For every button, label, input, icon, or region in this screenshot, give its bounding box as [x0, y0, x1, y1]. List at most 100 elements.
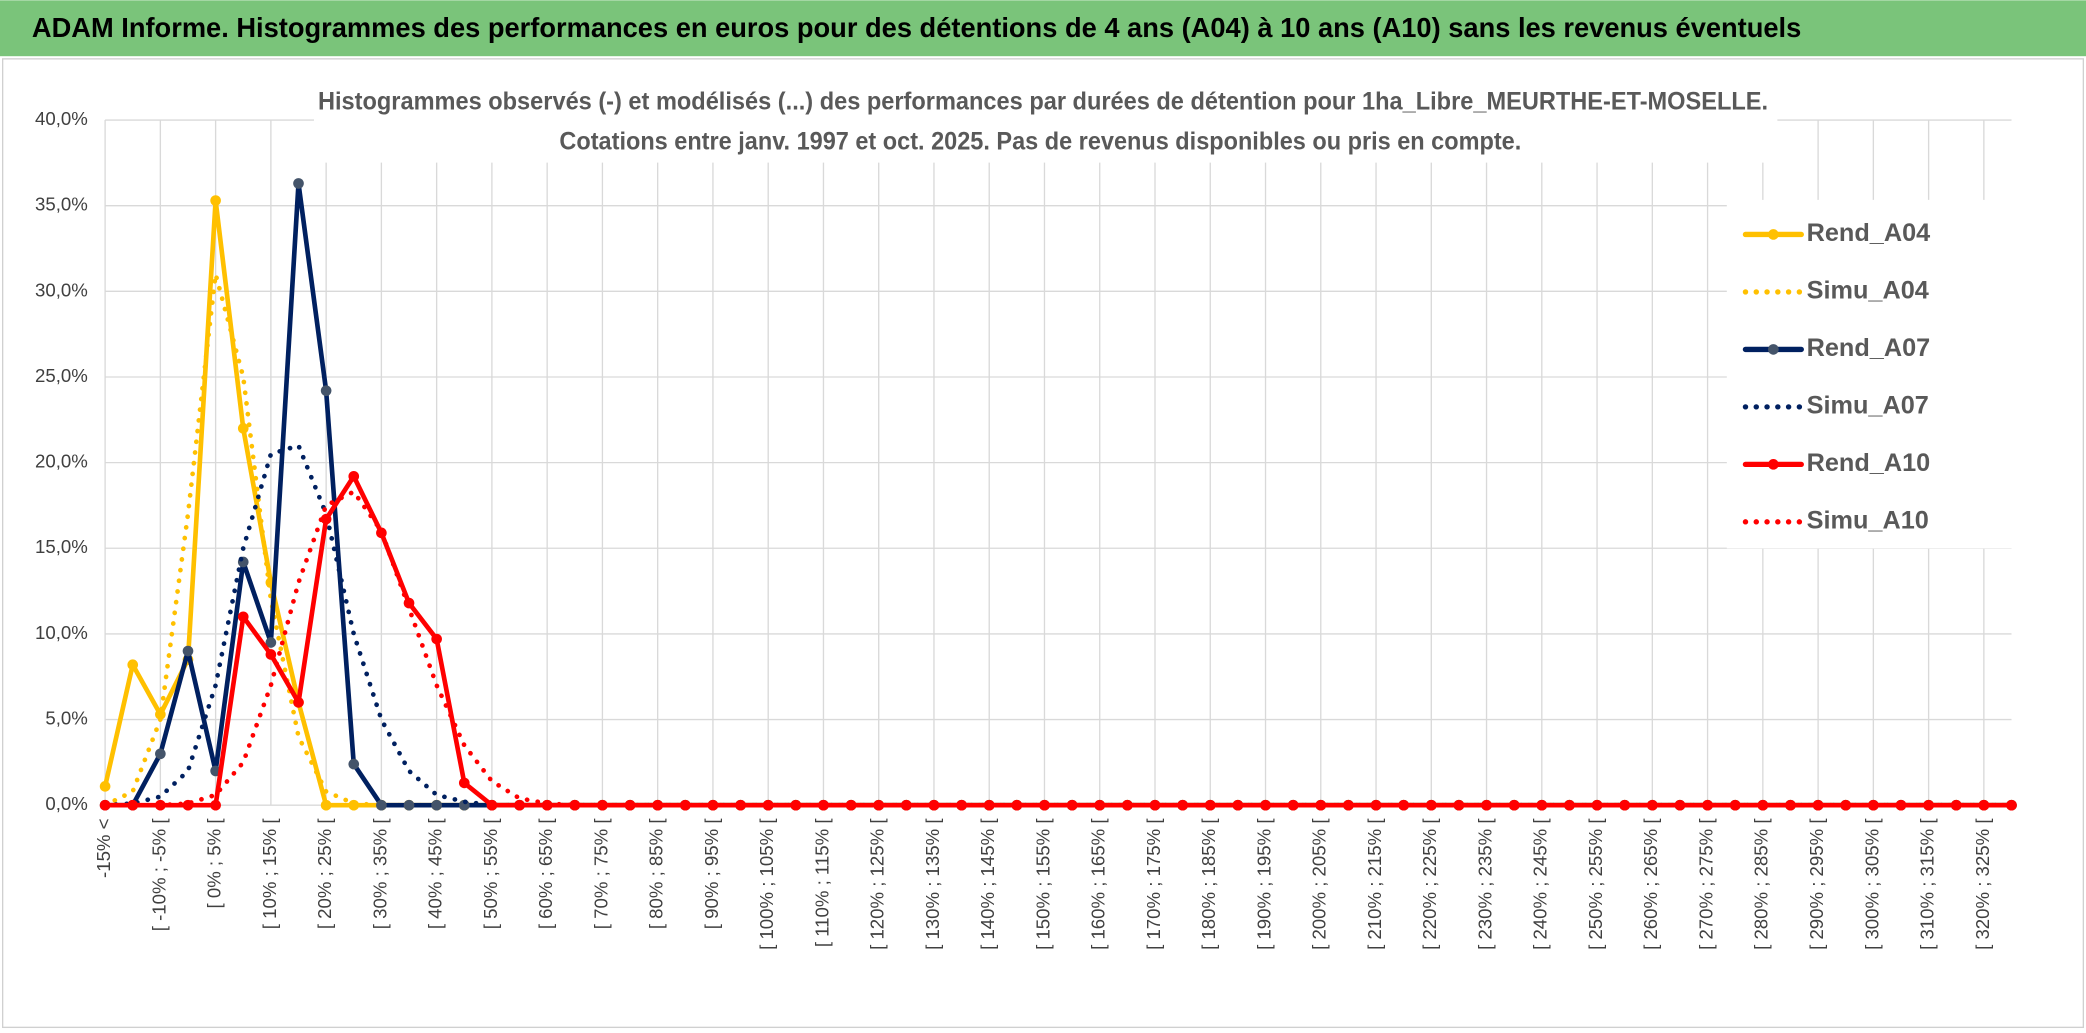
x-tick-label: [ 0% ; 5% [ [204, 818, 225, 909]
series-marker [127, 799, 139, 811]
x-tick-label: [ 60% ; 65% [ [535, 818, 556, 930]
series-marker [182, 645, 194, 657]
series-marker [1647, 799, 1658, 811]
header-title: ADAM Informe. Histogrammes des performan… [32, 12, 1801, 43]
x-tick-label: [ 180% ; 185% [ [1198, 818, 1219, 950]
series-marker [624, 799, 636, 811]
series-marker [1453, 799, 1465, 811]
series-marker [762, 799, 774, 811]
x-tick-label: [ 240% ; 245% [ [1530, 818, 1551, 950]
series-marker [265, 649, 277, 660]
series-marker [293, 178, 304, 189]
series-marker [320, 799, 332, 811]
x-tick-label: [ 150% ; 155% [ [1032, 818, 1053, 950]
x-tick-label: [ 110% ; 115% [ [811, 818, 832, 947]
series-marker [348, 471, 360, 482]
series-marker [1785, 799, 1796, 811]
y-tick-label: 20,0% [35, 451, 88, 472]
x-tick-label: [ 220% ; 225% [ [1419, 818, 1440, 950]
x-tick-label: [ 120% ; 125% [ [867, 818, 888, 950]
series-marker [376, 799, 387, 811]
series-marker [403, 799, 415, 811]
series-marker [1564, 799, 1575, 811]
x-tick-label: [ 300% ; 305% [ [1861, 818, 1882, 950]
x-tick-label: [ 250% ; 255% [ [1585, 818, 1606, 950]
series-marker [818, 799, 829, 811]
series-marker [99, 781, 111, 792]
title-background [313, 82, 1778, 163]
y-tick-label: 25,0% [35, 365, 88, 386]
legend-marker [1768, 459, 1779, 470]
series-marker [348, 758, 360, 770]
x-tick-label: [ 50% ; 55% [ [480, 818, 501, 930]
series-marker [237, 611, 249, 623]
x-tick-label: [ 40% ; 45% [ [425, 818, 446, 930]
series-marker [1950, 799, 1962, 811]
legend-label: Simu_A07 [1807, 392, 1929, 420]
series-line [102, 489, 2014, 808]
x-tick-label: [ 130% ; 135% [ [922, 818, 943, 950]
x-tick-label: [ 170% ; 175% [ [1143, 818, 1164, 950]
series-line [102, 473, 2014, 808]
series-marker [1315, 799, 1327, 811]
y-tick-label: 40,0% [35, 108, 88, 129]
series-marker [320, 513, 332, 525]
x-tick-label: [ 290% ; 295% [ [1806, 818, 1827, 950]
y-tick-label: 15,0% [35, 536, 88, 557]
header-bar [0, 0, 2086, 57]
y-tick-label: 10,0% [35, 622, 88, 643]
chart-subtitle: Cotations entre janv. 1997 et oct. 2025.… [559, 127, 1521, 155]
series-marker [1757, 799, 1769, 811]
y-tick-label: 0,0% [45, 793, 87, 814]
series-marker [679, 799, 691, 811]
x-tick-label: [ 70% ; 75% [ [590, 818, 611, 930]
series-marker [1508, 799, 1520, 811]
x-tick-label: [ 100% ; 105% [ [756, 818, 777, 950]
x-tick-label: [ 90% ; 95% [ [701, 818, 722, 930]
series-marker [514, 799, 525, 811]
x-tick-label: [ 190% ; 195% [ [1253, 818, 1274, 950]
series-marker [873, 799, 885, 811]
x-tick-label: [ 30% ; 35% [ [369, 818, 390, 930]
series-marker [155, 748, 166, 760]
series-marker [237, 423, 249, 434]
legend-label: Rend_A04 [1807, 219, 1931, 247]
series-marker [956, 799, 967, 811]
x-tick-label: [ 20% ; 25% [ [314, 818, 335, 930]
x-tick-label: -15% < [93, 818, 114, 877]
x-tick-label: [ 10% ; 15% [ [259, 818, 280, 930]
legend-marker [1768, 344, 1779, 355]
x-tick-label: [ 200% ; 205% [ [1309, 818, 1330, 950]
x-tick-label: [ 140% ; 145% [ [977, 818, 998, 950]
series-marker [210, 195, 221, 206]
y-tick-label: 5,0% [45, 707, 87, 728]
series-marker [486, 799, 498, 811]
x-tick-label: [ 260% ; 265% [ [1640, 818, 1661, 950]
series-marker [1398, 799, 1409, 811]
x-tick-label: [ 160% ; 165% [ [1088, 818, 1109, 950]
series-marker [1343, 799, 1354, 811]
series-marker [155, 709, 166, 720]
series-marker [1011, 799, 1023, 811]
series-marker [293, 697, 304, 708]
series-marker [569, 799, 581, 811]
legend-label: Simu_A04 [1807, 277, 1929, 305]
y-tick-label: 35,0% [35, 194, 88, 215]
x-tick-label: [ 210% ; 215% [ [1364, 818, 1385, 950]
series-marker [2006, 799, 2017, 811]
series-marker [1702, 799, 1713, 811]
legend-label: Rend_A07 [1807, 334, 1931, 362]
series-marker [127, 659, 139, 671]
series-marker [1149, 799, 1161, 811]
x-tick-label: [ 80% ; 85% [ [646, 818, 667, 930]
legend-label: Rend_A10 [1807, 449, 1931, 477]
x-tick-label: [ 270% ; 275% [ [1696, 818, 1717, 950]
series-marker [1895, 799, 1907, 811]
series-marker [458, 777, 470, 789]
x-tick-label: [ -10% ; -5% [ [148, 818, 169, 932]
series-marker [210, 799, 221, 811]
y-tick-label: 30,0% [35, 279, 88, 300]
x-tick-label: [ 320% ; 325% [ [1972, 818, 1993, 950]
chart-border [1, 58, 2085, 1029]
